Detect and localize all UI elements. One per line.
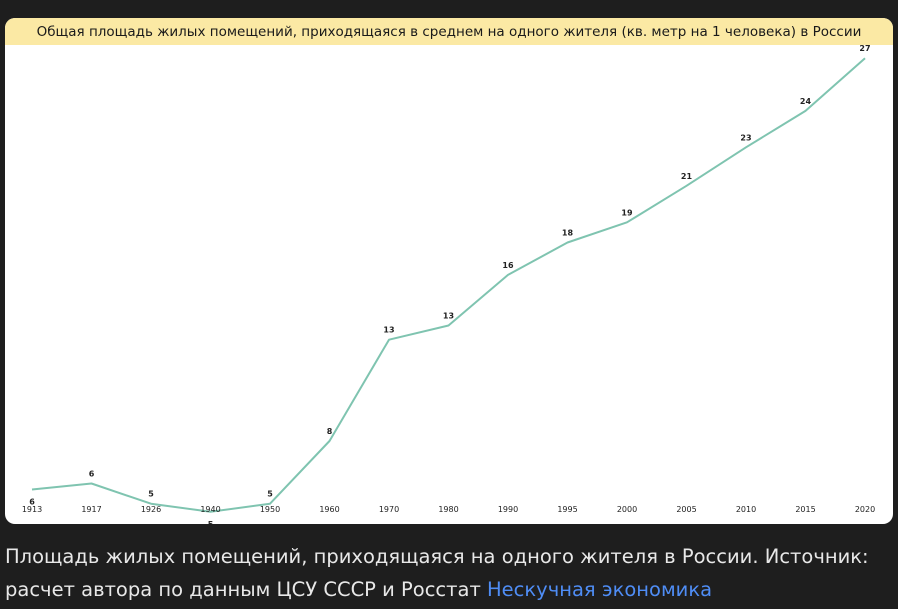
data-label: 6 [29, 498, 35, 507]
data-label: 21 [681, 172, 693, 181]
x-tick-label: 1970 [379, 505, 399, 514]
line-chart: 6191361917519265194051950819601319701319… [22, 44, 875, 524]
x-tick-label: 2015 [795, 505, 815, 514]
data-label: 13 [443, 312, 454, 321]
chart-card: 6191361917519265194051950819601319701319… [5, 18, 893, 524]
x-tick-label: 2010 [736, 505, 756, 514]
x-tick-label: 1917 [81, 505, 101, 514]
x-tick-label: 1990 [498, 505, 518, 514]
image-caption: Площадь жилых помещений, приходящаяся на… [5, 540, 893, 606]
x-tick-label: 1940 [200, 505, 220, 514]
data-label: 8 [327, 427, 333, 436]
data-label: 5 [267, 490, 273, 499]
chart-title: Общая площадь жилых помещений, приходяща… [36, 23, 862, 40]
series-line [31, 57, 866, 513]
x-tick-label: 1926 [141, 505, 161, 514]
x-tick-label: 1950 [260, 505, 280, 514]
data-label: 6 [89, 470, 95, 479]
caption-text: Площадь жилых помещений, приходящаяся на… [5, 545, 869, 601]
x-tick-label: 1913 [22, 505, 42, 514]
x-tick-label: 2005 [676, 505, 696, 514]
data-label: 19 [621, 208, 633, 217]
data-label: 5 [148, 490, 154, 499]
x-tick-label: 1980 [438, 505, 458, 514]
x-tick-label: 2000 [617, 505, 637, 514]
source-link[interactable]: Нескучная экономика [487, 578, 713, 601]
x-tick-label: 1960 [319, 505, 339, 514]
x-tick-label: 1995 [557, 505, 577, 514]
data-label: 27 [859, 44, 870, 53]
data-label: 13 [383, 326, 394, 335]
chart-title-bar: Общая площадь жилых помещений, приходяща… [5, 18, 893, 45]
data-label: 16 [502, 261, 514, 270]
data-label: 5 [208, 520, 214, 524]
data-label: 23 [740, 133, 751, 142]
data-label: 24 [800, 97, 812, 106]
x-tick-label: 2020 [855, 505, 875, 514]
data-label: 18 [562, 229, 574, 238]
